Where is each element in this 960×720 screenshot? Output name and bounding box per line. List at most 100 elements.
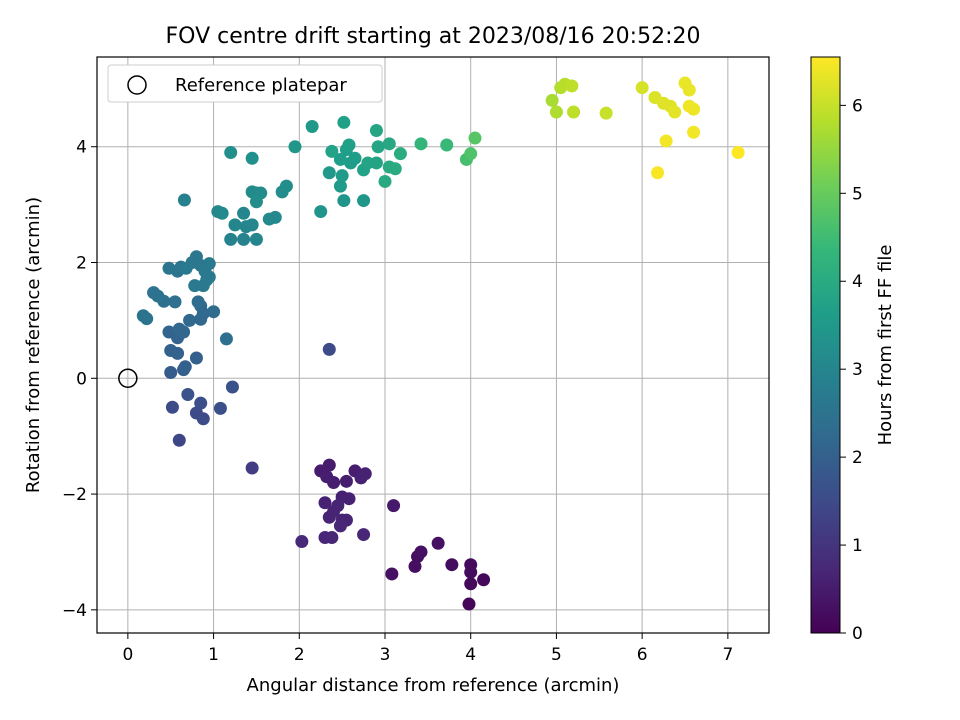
data-point: [189, 351, 203, 365]
data-point: [172, 433, 186, 447]
x-tick-label: 4: [465, 645, 476, 665]
colorbar-tick-label: 0: [852, 624, 863, 644]
data-point: [464, 565, 478, 579]
x-axis-label: Angular distance from reference (arcmin): [247, 675, 620, 696]
data-point: [545, 93, 559, 107]
colorbar-tick-label: 6: [852, 96, 863, 116]
colorbar-tick-label: 2: [852, 448, 863, 468]
data-point: [268, 210, 282, 224]
data-point: [168, 295, 182, 309]
legend-box: [107, 64, 383, 103]
data-point: [177, 325, 191, 339]
data-point: [295, 535, 309, 549]
data-point: [249, 232, 263, 246]
colorbar-tick-label: 5: [852, 184, 863, 204]
data-point: [318, 496, 332, 510]
data-point: [385, 567, 399, 581]
data-point: [165, 400, 179, 414]
data-point: [164, 365, 178, 379]
data-point: [215, 206, 229, 220]
data-point: [382, 137, 396, 151]
y-tick-label: 0: [76, 369, 87, 389]
data-point: [202, 257, 216, 271]
data-point: [335, 169, 349, 183]
data-point: [191, 295, 205, 309]
data-point: [225, 380, 239, 394]
data-point: [635, 81, 649, 95]
colorbar-tick-label: 3: [852, 360, 863, 380]
data-point: [659, 134, 673, 148]
grid-y: [97, 146, 769, 611]
data-point: [245, 151, 259, 165]
data-point: [327, 475, 341, 489]
data-point: [388, 162, 402, 176]
data-point: [140, 312, 154, 326]
legend-marker: [127, 75, 147, 95]
chart-title: FOV centre drift starting at 2023/08/16 …: [166, 24, 701, 49]
data-point: [651, 166, 665, 180]
data-point: [245, 218, 259, 232]
data-point: [237, 206, 251, 220]
x-tick-label: 2: [294, 645, 305, 665]
data-point: [414, 545, 428, 559]
data-point: [183, 313, 197, 327]
data-point: [327, 504, 341, 518]
data-point: [179, 261, 193, 275]
data-point: [342, 138, 356, 152]
data-point: [393, 147, 407, 161]
data-point: [325, 144, 339, 158]
data-point: [358, 467, 372, 481]
data-point: [237, 232, 251, 246]
data-point: [687, 102, 701, 116]
y-tick-label: 2: [76, 254, 87, 274]
data-point: [279, 179, 293, 193]
data-point: [369, 124, 383, 138]
data-point: [731, 146, 745, 160]
data-point: [378, 174, 392, 188]
grid-x: [127, 57, 729, 633]
data-point: [565, 79, 579, 93]
data-point: [305, 119, 319, 133]
data-point: [147, 286, 161, 300]
data-point: [337, 115, 351, 129]
data-point: [431, 536, 445, 550]
data-point: [181, 387, 195, 401]
data-point: [333, 179, 347, 193]
x-tick-label: 5: [551, 645, 562, 665]
legend: Reference platepar: [107, 64, 383, 103]
colorbar-label: Hours from first FF file: [875, 245, 896, 446]
data-point: [371, 140, 385, 154]
y-tick-label: 4: [76, 138, 87, 158]
data-point: [322, 342, 336, 356]
data-point: [687, 125, 701, 139]
reference-marker: [118, 368, 138, 389]
data-point: [207, 305, 221, 319]
data-point: [178, 360, 192, 374]
data-point: [464, 147, 478, 161]
data-point: [224, 146, 238, 160]
data-point: [224, 232, 238, 246]
x-tick-label: 6: [637, 645, 648, 665]
colorbar-tick-label: 4: [852, 272, 863, 292]
y-axis-label: Rotation from reference (arcmin): [23, 197, 44, 493]
data-point: [325, 530, 339, 544]
data-point: [445, 558, 459, 572]
x-axis-ticks: 0 1 2 3 4 5 6 7: [122, 633, 733, 665]
colorbar-tick-label: 1: [852, 536, 863, 556]
data-point: [468, 131, 482, 145]
data-point: [408, 559, 422, 573]
data-point: [339, 474, 353, 488]
data-point: [464, 577, 478, 591]
data-point: [219, 332, 233, 346]
data-point: [599, 106, 613, 120]
data-point: [668, 105, 682, 119]
y-tick-label: −2: [62, 485, 87, 505]
data-point: [369, 156, 383, 170]
data-point: [357, 194, 371, 208]
data-point: [342, 492, 356, 506]
data-point: [194, 396, 208, 410]
y-tick-label: −4: [62, 601, 87, 621]
data-points: [136, 76, 745, 611]
